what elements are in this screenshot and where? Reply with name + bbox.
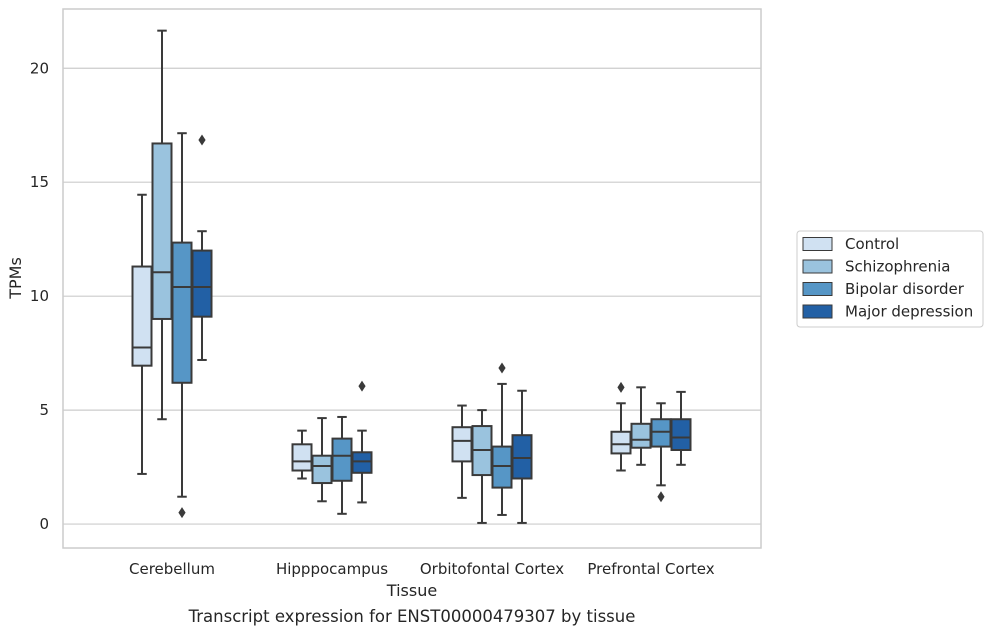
y-tick-label: 20	[30, 59, 49, 77]
plot-frame	[62, 8, 762, 549]
box-group	[491, 362, 513, 516]
box-group	[191, 134, 213, 361]
legend-swatch	[802, 282, 833, 296]
box	[291, 443, 313, 472]
box-group	[471, 409, 493, 524]
box-group	[331, 415, 353, 515]
box-group	[630, 386, 652, 466]
box	[511, 434, 533, 480]
y-tick-label: 10	[30, 287, 49, 305]
outlier-point	[498, 362, 506, 374]
legend-label: Bipolar disorder	[845, 280, 965, 298]
box	[191, 249, 213, 318]
box-group	[670, 390, 692, 466]
box	[630, 422, 652, 449]
box	[171, 241, 193, 384]
box	[151, 142, 173, 320]
legend-swatch	[802, 304, 833, 319]
y-axis-label: TPMs	[6, 257, 25, 300]
box-group	[311, 417, 333, 503]
box-group	[610, 381, 632, 472]
box	[610, 430, 632, 455]
box-group	[650, 402, 672, 503]
legend-swatch	[802, 237, 833, 251]
box-group	[291, 429, 313, 480]
box-group	[131, 193, 153, 475]
legend-label: Schizophrenia	[845, 258, 950, 276]
y-tick-label: 5	[39, 401, 49, 419]
legend-label: Control	[845, 235, 899, 253]
box-group	[171, 132, 193, 519]
box	[351, 451, 373, 474]
legend: Control Schizophrenia Bipolar disorder Majo…	[796, 230, 984, 328]
outlier-point	[198, 134, 206, 146]
box	[131, 265, 153, 367]
x-tick-label: Orbitofontal Cortex	[420, 560, 564, 578]
legend-swatch	[802, 259, 833, 274]
box	[451, 426, 473, 463]
box	[311, 454, 333, 485]
box	[670, 418, 692, 451]
box	[491, 445, 513, 489]
outlier-point	[178, 507, 186, 519]
y-tick-label: 0	[39, 515, 49, 533]
box-group	[511, 389, 533, 524]
y-tick-labels: 0 5 10 15 20	[30, 59, 49, 533]
x-tick-label: Prefrontal Cortex	[587, 560, 714, 578]
box-group	[351, 380, 373, 504]
box	[650, 418, 672, 448]
y-tick-label: 15	[30, 173, 49, 191]
x-tick-label: Cerebellum	[129, 560, 215, 578]
outlier-point	[617, 381, 625, 393]
chart-caption: Transcript expression for ENST0000047930…	[188, 607, 636, 626]
box-group	[451, 404, 473, 499]
boxes	[131, 29, 692, 524]
x-axis-label: Tissue	[386, 581, 437, 600]
outlier-point	[657, 491, 665, 503]
x-tick-labels: Cerebellum Hipppocampus Orbitofontal Corte…	[129, 560, 715, 578]
legend-label: Major depression	[845, 303, 973, 321]
legend-frame	[796, 230, 984, 328]
outlier-point	[358, 380, 366, 392]
box-group	[151, 29, 173, 421]
box	[331, 437, 353, 482]
x-tick-label: Hipppocampus	[276, 560, 388, 578]
